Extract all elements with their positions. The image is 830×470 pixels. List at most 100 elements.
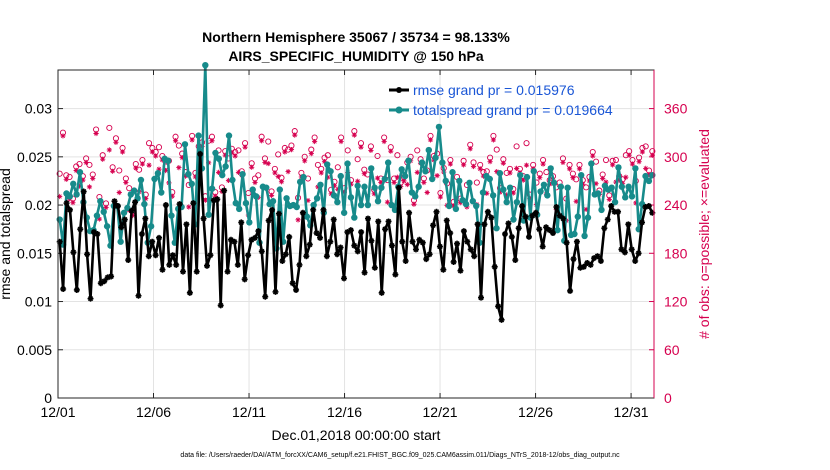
totalspread-point — [594, 190, 602, 197]
obs-evaluated-point — [83, 159, 89, 166]
rmse-point — [214, 196, 221, 203]
obs-evaluated-point — [318, 170, 324, 176]
totalspread-point — [337, 172, 344, 180]
rmse-point — [56, 238, 63, 245]
rmse-point — [395, 184, 402, 191]
totalspread-point — [418, 159, 426, 166]
obs-possible-point — [344, 147, 351, 154]
rmse-point — [361, 269, 368, 276]
totalspread-point — [618, 183, 626, 190]
totalspread-point — [489, 192, 497, 199]
rmse-point — [293, 286, 300, 293]
obs-possible-point — [602, 156, 610, 164]
rmse-point — [406, 209, 413, 216]
totalspread-point — [628, 193, 636, 200]
obs-evaluated-point — [437, 194, 444, 200]
rmse-point — [344, 229, 351, 236]
totalspread-point — [517, 171, 524, 179]
rmse-point — [269, 206, 276, 213]
totalspread-point — [195, 132, 202, 139]
rmse-point — [66, 206, 73, 213]
rmse-point — [121, 216, 128, 223]
rmse-point — [334, 251, 341, 258]
obs-evaluated-point — [381, 138, 387, 145]
obs-evaluated-point — [639, 149, 646, 155]
rmse-point — [330, 216, 337, 223]
obs-evaluated-point — [560, 159, 566, 166]
obs-evaluated-point — [540, 161, 546, 167]
rmse-point — [567, 287, 574, 294]
obs-possible-point — [314, 161, 321, 168]
rmse-point — [111, 198, 118, 205]
obs-evaluated-point — [179, 155, 185, 161]
rmse-point — [299, 209, 306, 216]
y-tick-label-left: 0.015 — [17, 245, 52, 261]
totalspread-point — [632, 165, 639, 172]
y-tick-label-left: 0 — [44, 390, 52, 406]
totalspread-point — [598, 206, 605, 214]
obs-evaluated-point — [388, 148, 394, 154]
totalspread-point — [168, 212, 175, 219]
obs-evaluated-point — [282, 149, 288, 155]
y-tick-label-left: 0.005 — [17, 342, 52, 358]
legend-rmse-label: rmse grand pr = 0.015976 — [413, 82, 575, 98]
totalspread-point — [611, 198, 619, 206]
obs-evaluated-point — [378, 179, 384, 186]
legend: rmse grand pr = 0.015976 totalspread gra… — [389, 82, 613, 118]
totalspread-point — [93, 212, 101, 219]
obs-possible-point — [493, 146, 500, 153]
totalspread-point — [544, 192, 551, 199]
rmse-point — [591, 255, 598, 262]
rmse-point — [549, 230, 556, 237]
totalspread-point — [456, 177, 463, 185]
totalspread-point — [246, 219, 253, 226]
rmse-point — [306, 241, 313, 248]
totalspread-point — [564, 184, 571, 191]
obs-evaluated-point — [292, 132, 298, 138]
obs-evaluated-point — [70, 200, 76, 206]
rmse-point — [471, 253, 478, 260]
rmse-point — [378, 289, 385, 296]
obs-evaluated-point — [513, 165, 520, 171]
obs-evaluated-point — [636, 159, 642, 165]
totalspread-point — [469, 198, 477, 205]
totalspread-point — [202, 61, 209, 69]
totalspread-point — [225, 132, 233, 139]
rmse-point — [169, 252, 176, 259]
rmse-point — [512, 257, 519, 264]
totalspread-point — [354, 182, 361, 189]
totalspread-point — [357, 201, 365, 209]
footnote: data file: /Users/raeder/DAI/ATM_forcXX/… — [180, 452, 620, 459]
obs-evaluated-point — [623, 174, 629, 180]
obs-evaluated-point — [629, 161, 636, 167]
obs-evaluated-point — [573, 198, 579, 204]
y-tick-label-right: 300 — [664, 149, 688, 165]
rmse-point — [358, 229, 365, 236]
rmse-point — [255, 228, 262, 235]
totalspread-point — [530, 168, 537, 175]
obs-evaluated-point — [259, 138, 265, 144]
obs-evaluated-point — [626, 152, 632, 158]
obs-evaluated-point — [633, 200, 639, 206]
obs-evaluated-point — [262, 159, 268, 166]
totalspread-point — [642, 172, 649, 180]
rmse-point — [70, 249, 77, 256]
totalspread-point — [215, 155, 223, 162]
totalspread-point — [452, 205, 460, 213]
obs-evaluated-point — [133, 165, 139, 171]
x-tick-label: 12/31 — [614, 404, 649, 420]
obs-evaluated-point — [331, 183, 338, 189]
rmse-point — [138, 231, 145, 237]
totalspread-point — [330, 192, 338, 199]
rmse-point — [546, 227, 553, 234]
rmse-point — [275, 210, 282, 217]
obs-evaluated-point — [497, 189, 503, 195]
rmse-point — [543, 224, 550, 231]
obs-evaluated-point — [470, 163, 477, 170]
rmse-point — [491, 263, 498, 270]
obs-evaluated-point — [348, 181, 354, 187]
rmse-point — [97, 280, 104, 287]
y-tick-label-right: 240 — [664, 197, 688, 213]
rmse-point — [522, 213, 529, 220]
totalspread-point — [428, 175, 436, 183]
